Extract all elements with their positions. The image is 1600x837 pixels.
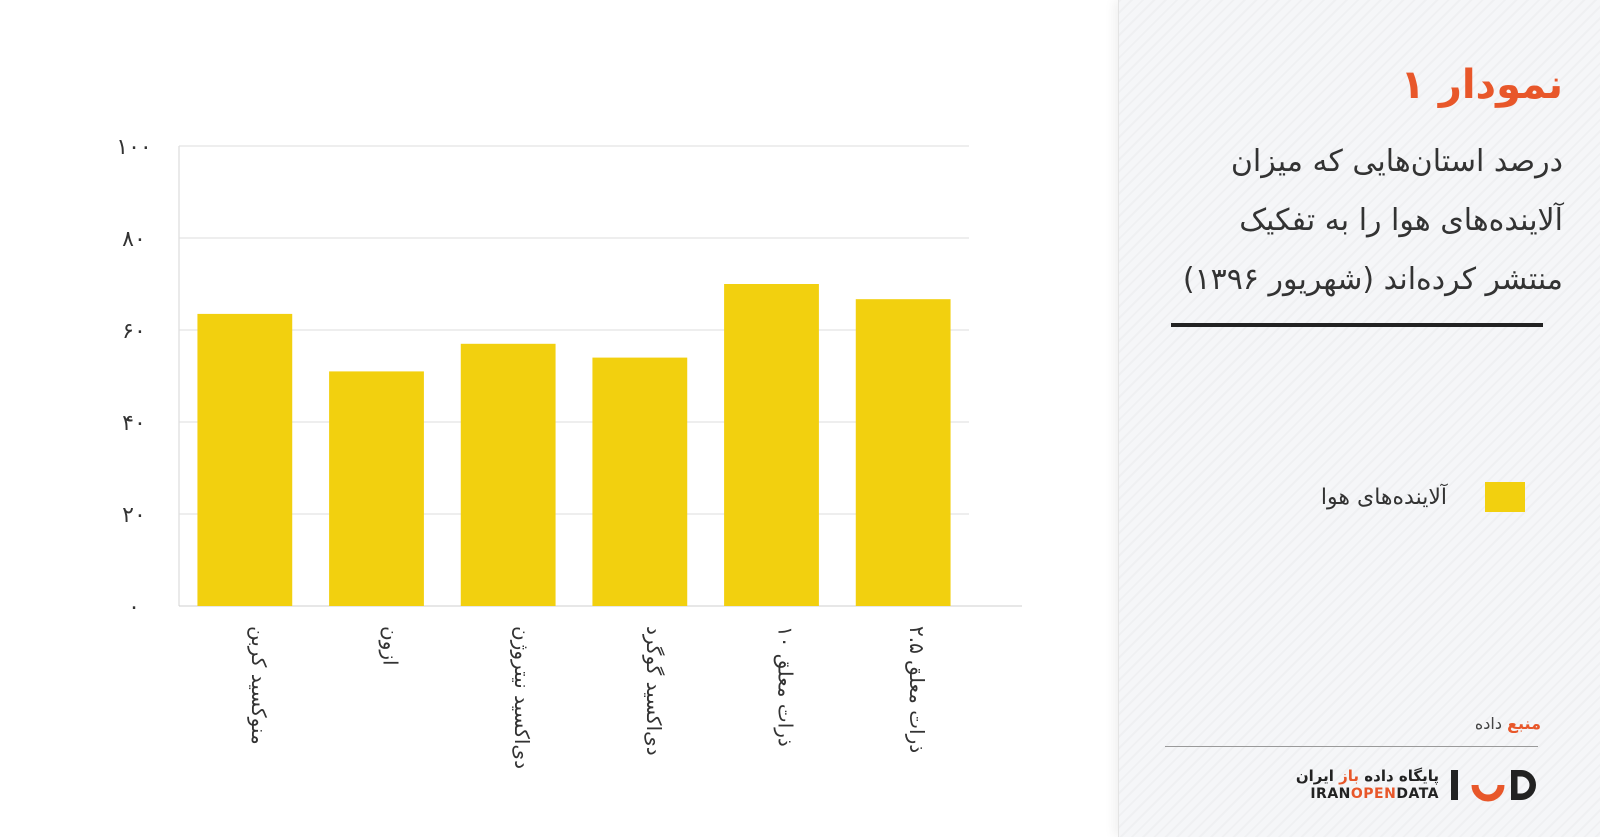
side-panel: نمودار ۱ درصد استان‌هایی که میزان آلایند… <box>1118 0 1600 837</box>
legend-label: آلاینده‌های هوا <box>1320 484 1447 510</box>
bar <box>855 299 951 606</box>
brand-name-en: IRANOPENDATA <box>1310 785 1439 803</box>
y-tick-label: ۴۰ <box>122 411 146 436</box>
x-tick-label: ذرات معلق ۱۰ <box>774 626 798 747</box>
source-divider <box>1165 746 1538 747</box>
bar <box>592 357 688 606</box>
brand-fa-accent: باز <box>1339 767 1360 785</box>
brand-name-fa: پایگاه داده باز ایران <box>1296 767 1439 785</box>
source-prefix: منبع <box>1507 714 1541 733</box>
brand-text: پایگاه داده باز ایران IRANOPENDATA <box>1296 767 1439 803</box>
brand-fa-pre: پایگاه داده <box>1364 767 1439 785</box>
bar <box>460 343 556 606</box>
y-tick-label: ۰ <box>128 595 140 620</box>
brand: پایگاه داده باز ایران IRANOPENDATA <box>1296 766 1541 804</box>
legend-swatch <box>1485 482 1525 512</box>
y-tick-label: ۶۰ <box>122 319 146 344</box>
source-suffix: داده <box>1474 714 1502 733</box>
x-tick-label: ذرات معلق ۲.۵ <box>905 626 929 753</box>
bar <box>724 284 819 606</box>
bar-chart: ۰ ۲۰ ۴۰ ۶۰ ۸۰ ۱۰۰ منوکسید کربن ازون دی‌اکسید نیت… <box>116 135 1022 769</box>
bar <box>329 371 424 606</box>
bar <box>197 313 293 606</box>
title-divider <box>1171 323 1543 327</box>
brand-en-post: DATA <box>1396 786 1439 802</box>
chart-area: ۰ ۲۰ ۴۰ ۶۰ ۸۰ ۱۰۰ منوکسید کربن ازون دی‌اکسید نیت… <box>116 135 1022 769</box>
y-tick-label: ۲۰ <box>122 503 146 528</box>
chart-subtitle: درصد استان‌هایی که میزان آلاینده‌های هوا… <box>1182 144 1563 297</box>
iod-logo-icon <box>1451 770 1536 802</box>
x-tick-label: ازون <box>379 626 403 666</box>
x-tick-label: دی‌اکسید گوگرد <box>642 626 666 756</box>
brand-en-pre: IRAN <box>1310 786 1351 802</box>
x-tick-label: دی‌اکسید نیتروژن <box>510 626 534 769</box>
legend: آلاینده‌های هوا <box>1321 481 1525 513</box>
brand-en-accent: OPEN <box>1350 786 1397 802</box>
source-label: منبع داده <box>1475 714 1541 733</box>
chart-title: نمودار ۱ <box>1400 62 1563 108</box>
brand-fa-post: ایران <box>1295 767 1334 785</box>
x-tick-label: منوکسید کربن <box>247 626 271 745</box>
y-tick-label: ۱۰۰ <box>116 135 151 160</box>
y-tick-label: ۸۰ <box>122 227 146 252</box>
